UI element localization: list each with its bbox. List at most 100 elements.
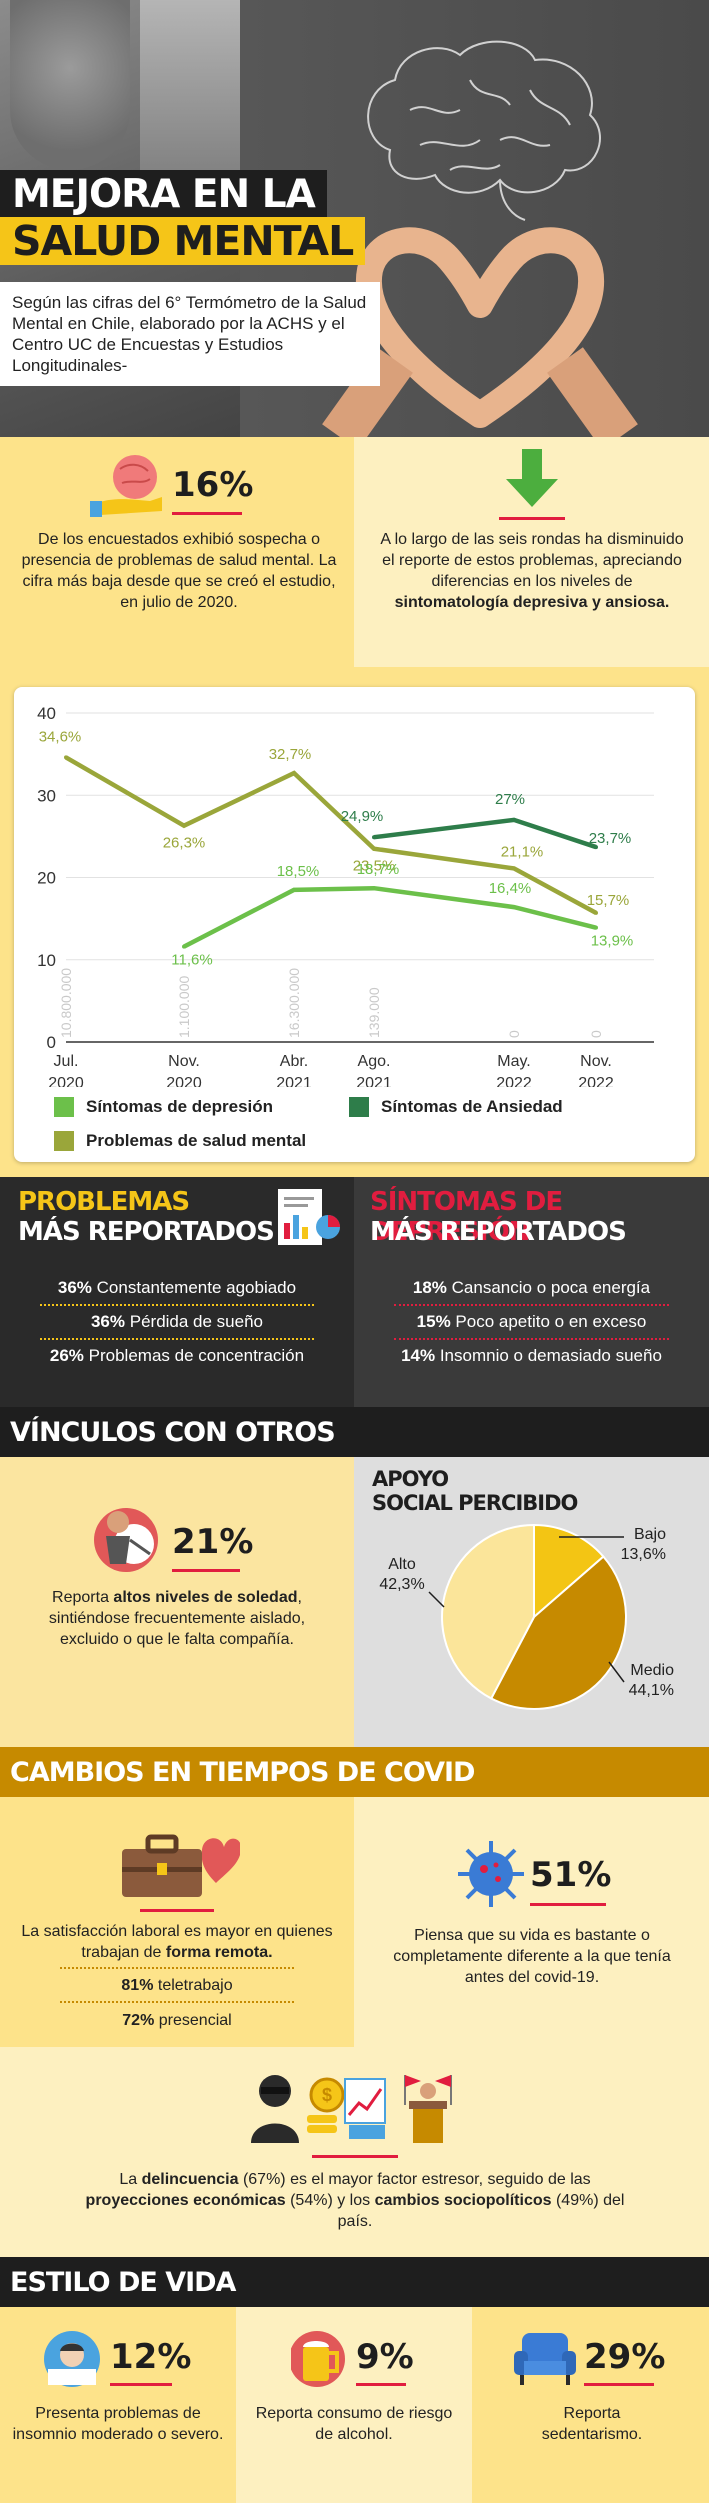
red-divider xyxy=(530,1903,606,1906)
lonely-person-icon xyxy=(94,1508,158,1572)
hero-section: MEJORA EN LA SALUD MENTAL Según las cifr… xyxy=(0,0,709,437)
sample-size-label: 16.300.000 xyxy=(286,968,302,1038)
legend-item-ansiedad: Síntomas de Ansiedad xyxy=(349,1097,563,1117)
insomnio-pct: 12% xyxy=(110,2337,192,2377)
apoyo-title-2: SOCIAL PERCIBIDO xyxy=(372,1491,578,1515)
red-divider xyxy=(140,1909,214,1912)
beer-icon xyxy=(291,2331,345,2387)
sample-size-label: 1.100.000 xyxy=(176,976,192,1038)
teletrabajo-pct: 81% xyxy=(121,1977,154,1994)
data-point xyxy=(594,925,598,930)
pie-value: 42,3% xyxy=(379,1576,424,1593)
soledad-text-plain: , sintiéndose frecuentemente aislado, ex… xyxy=(48,1589,306,1648)
estres-text-plain: (67%) es el mayor factor estresor, segui… xyxy=(242,2171,591,2188)
pie-label: Bajo xyxy=(634,1526,666,1543)
soledad-text-plain: Reporta xyxy=(52,1589,109,1606)
leader-line xyxy=(608,1661,625,1683)
data-label: 18,7% xyxy=(357,861,400,878)
sample-size-label: 10.800.000 xyxy=(58,968,74,1038)
stat-16-panel: 16% De los encuestados exhibió sospecha … xyxy=(0,437,354,667)
red-divider xyxy=(499,517,565,520)
list-item: 36% Pérdida de sueño xyxy=(0,1306,354,1338)
legend-item-salud-mental: Problemas de salud mental xyxy=(54,1131,306,1151)
stress-factors-icon: $ xyxy=(251,2075,452,2143)
pie-label: Medio xyxy=(630,1662,674,1679)
data-label: 23,5% xyxy=(353,858,396,875)
data-label: 34,6% xyxy=(39,728,82,745)
thief-icon xyxy=(251,2075,299,2143)
legend-label: Síntomas de Ansiedad xyxy=(381,1097,563,1116)
data-point xyxy=(372,835,376,840)
problemas-subtitle: MÁS REPORTADOS xyxy=(18,1217,275,1247)
title-line2: SALUD MENTAL xyxy=(0,217,366,265)
item-pct: 36% xyxy=(57,1278,92,1297)
alcohol-panel: 9% Reporta consumo de riesgo de alcohol. xyxy=(236,2307,472,2503)
chart-section: 0 10 20 30 40 Jul. 2020 10.800.000 Nov. 2020 1.100… xyxy=(0,667,709,1177)
man-photo xyxy=(140,0,240,190)
laboral-text-plain: La satisfacción laboral es mayor en quie… xyxy=(21,1923,333,1961)
legend-label: Síntomas de depresión xyxy=(86,1097,274,1116)
data-point xyxy=(292,887,296,892)
teletrabajo-label: teletrabajo xyxy=(157,1977,233,1994)
sedentarismo-pct: 29% xyxy=(584,2337,666,2377)
red-divider xyxy=(356,2383,406,2386)
sintomas-title: SÍNTOMAS DE DEPRESIÓN xyxy=(370,1187,563,1247)
series-line-1 xyxy=(182,885,597,949)
x-tick-label: Abr. xyxy=(280,1053,308,1070)
divider xyxy=(60,1967,294,1969)
sedentarismo-panel: 29% Reporta sedentarismo. xyxy=(472,2307,709,2503)
divider xyxy=(394,1338,669,1340)
legend-item-depresion: Síntomas de depresión xyxy=(54,1097,273,1117)
brain-icon xyxy=(367,40,601,221)
estres-text-plain: (54%) y los xyxy=(290,2192,371,2209)
problemas-list: 36% Constantemente agobiado 36% Pérdida … xyxy=(0,1272,354,1372)
legend-swatch xyxy=(349,1097,369,1117)
item-label: Insomnio o demasiado sueño xyxy=(439,1346,662,1365)
line-chart: 0 10 20 30 40 Jul. 2020 10.800.000 Nov. 2020 1.100… xyxy=(37,704,654,1092)
laboral-panel: La satisfacción laboral es mayor en quie… xyxy=(0,1797,354,2047)
divider xyxy=(40,1304,314,1306)
x-tick-label: 2021 xyxy=(276,1075,312,1087)
red-divider xyxy=(312,2155,398,2158)
data-label: 18,5% xyxy=(277,863,320,880)
pie-chart: Bajo 13,6% Medio 44,1% Alto 42,3% xyxy=(379,1523,674,1710)
list-item: 26% Problemas de concentración xyxy=(0,1340,354,1372)
armchair-icon xyxy=(514,2333,576,2385)
estres-text-plain: (49%) del país. xyxy=(337,2192,625,2230)
stat-16-text: De los encuestados exhibió sospecha o pr… xyxy=(21,531,337,611)
vida-pct: 51% xyxy=(530,1855,612,1895)
money-icon: $ xyxy=(307,2077,345,2133)
red-divider xyxy=(172,1569,240,1572)
virus-icon xyxy=(458,1841,524,1907)
alcohol-pct: 9% xyxy=(356,2337,414,2377)
alcohol-text: Reporta consumo de riesgo de alcohol. xyxy=(255,2405,453,2443)
laboral-text: La satisfacción laboral es mayor en quie… xyxy=(20,1921,334,1963)
presencial-pct: 72% xyxy=(122,2012,155,2029)
x-tick-label: 2020 xyxy=(166,1075,202,1087)
y-tick-label: 0 xyxy=(47,1033,56,1052)
data-point xyxy=(594,845,598,850)
data-point xyxy=(64,755,68,760)
item-pct: 36% xyxy=(90,1312,125,1331)
report-chart-icon xyxy=(278,1189,340,1245)
data-point xyxy=(372,846,376,851)
red-divider xyxy=(172,512,242,515)
stat-16-pct: 16% xyxy=(172,465,254,505)
data-label: 24,9% xyxy=(341,808,384,825)
sedentarismo-text: Reporta sedentarismo. xyxy=(541,2405,643,2443)
politics-podium-icon xyxy=(404,2075,452,2143)
sintomas-panel: SÍNTOMAS DE DEPRESIÓN MÁS REPORTADOS 18%… xyxy=(354,1177,709,1407)
series-line-2 xyxy=(373,817,597,850)
pie-label: Alto xyxy=(388,1556,416,1573)
x-tick-label: 2022 xyxy=(496,1075,532,1087)
list-item: 36% Constantemente agobiado xyxy=(0,1272,354,1304)
presencial-label: presencial xyxy=(158,2012,232,2029)
data-label: 11,6% xyxy=(171,952,212,969)
apoyo-panel: APOYO SOCIAL PERCIBIDO Bajo 13,6% Medio 44,… xyxy=(354,1457,709,1747)
divider xyxy=(394,1304,669,1306)
sintomas-subtitle: MÁS REPORTADOS xyxy=(370,1217,627,1247)
x-tick-label: Jul. xyxy=(54,1053,79,1070)
woman-photo xyxy=(10,0,130,170)
estres-text-bold: delincuencia xyxy=(141,2171,239,2188)
